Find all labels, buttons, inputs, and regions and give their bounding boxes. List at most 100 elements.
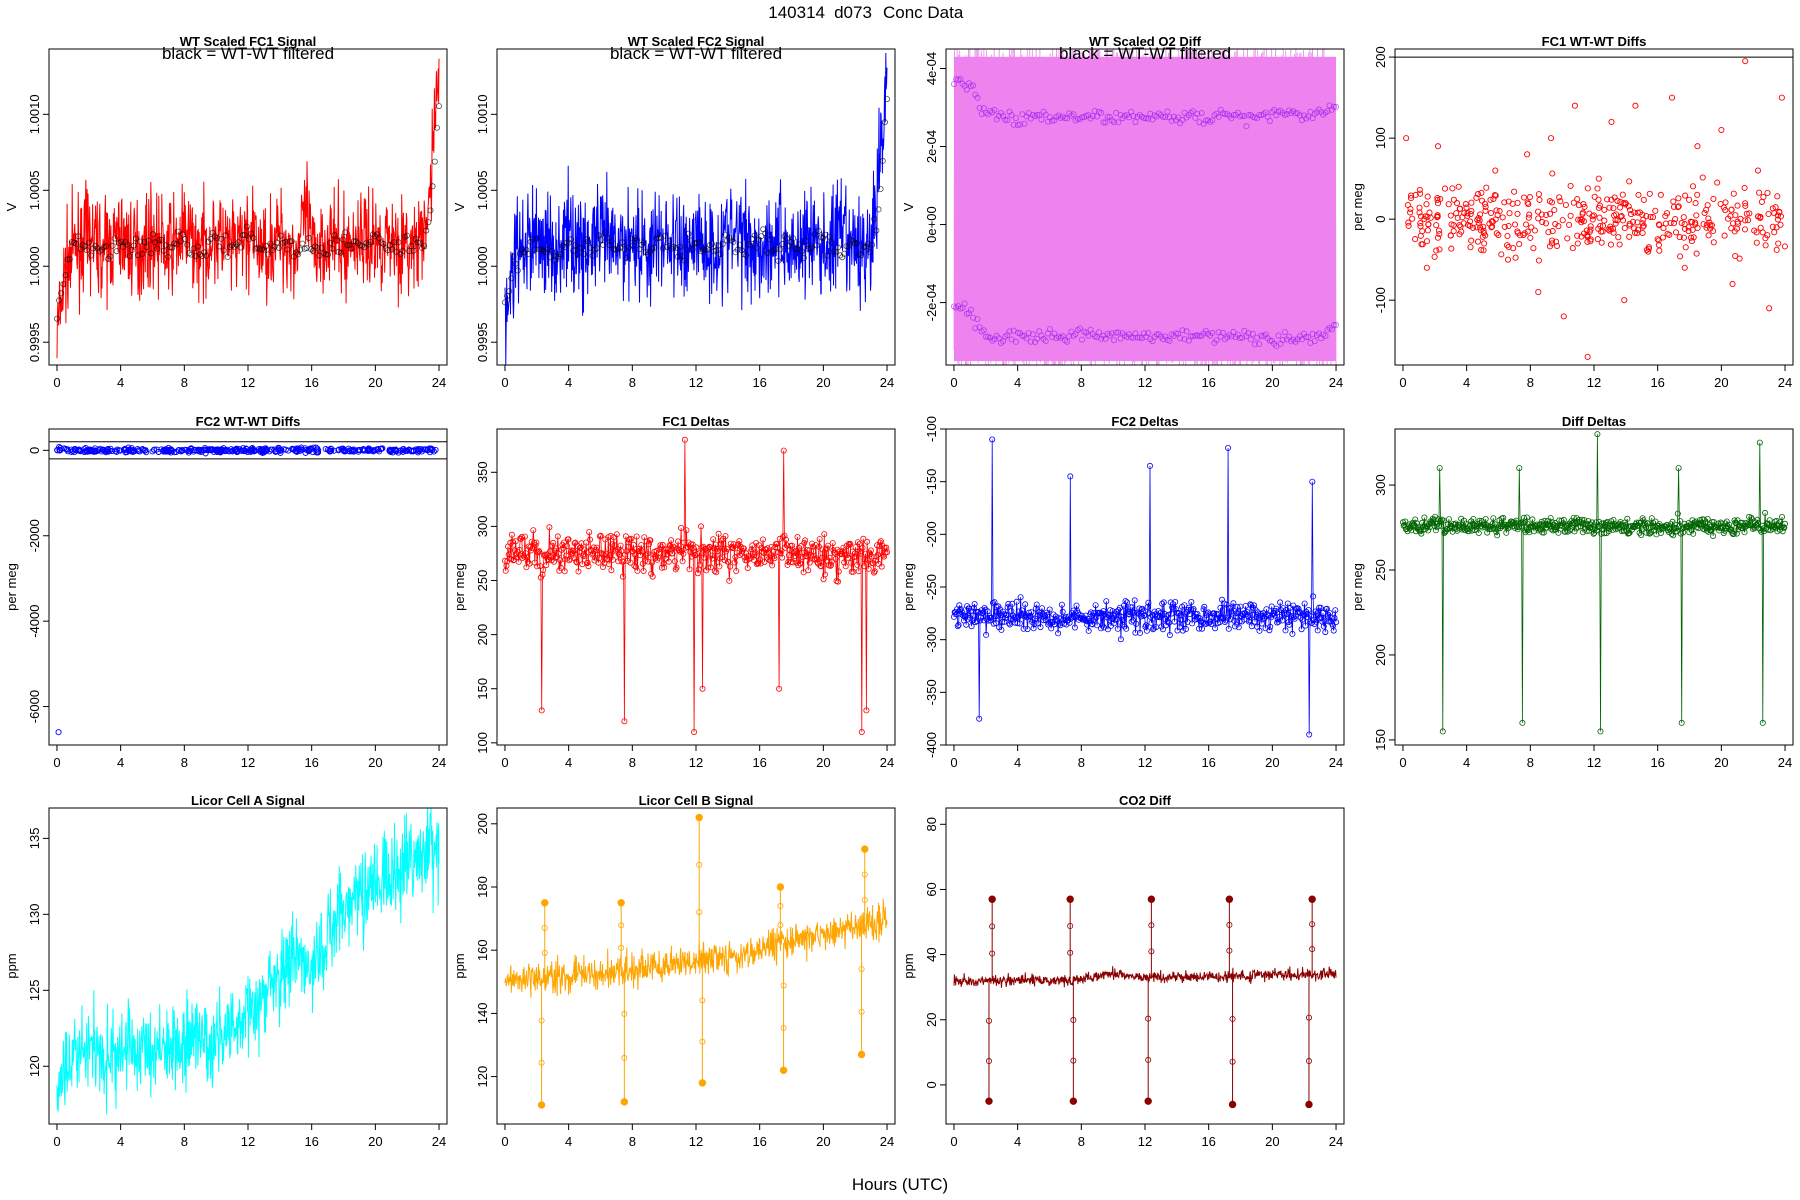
point bbox=[1695, 525, 1702, 532]
point bbox=[429, 183, 436, 190]
x-tick-label: 8 bbox=[629, 375, 636, 390]
point bbox=[798, 248, 805, 255]
point bbox=[1229, 1058, 1236, 1065]
point bbox=[435, 103, 442, 110]
point bbox=[1778, 523, 1785, 530]
point bbox=[1089, 621, 1096, 628]
y-axis-label: per meg bbox=[901, 563, 916, 611]
point bbox=[686, 566, 693, 573]
point bbox=[1678, 719, 1685, 726]
point bbox=[671, 558, 678, 565]
point bbox=[184, 241, 191, 248]
point bbox=[1553, 242, 1561, 250]
point bbox=[1593, 527, 1600, 534]
point bbox=[1190, 333, 1197, 340]
point bbox=[1504, 242, 1511, 249]
point bbox=[666, 237, 673, 244]
point bbox=[972, 91, 979, 98]
point bbox=[1617, 204, 1624, 211]
point bbox=[578, 244, 585, 251]
plot-frame bbox=[48, 428, 448, 746]
point bbox=[1521, 230, 1528, 237]
point bbox=[1570, 514, 1577, 521]
x-tick-label: 0 bbox=[1399, 375, 1406, 390]
point bbox=[1412, 191, 1419, 198]
x-tick-label: 24 bbox=[1329, 755, 1343, 770]
point bbox=[713, 569, 720, 576]
point bbox=[116, 447, 124, 454]
point bbox=[1514, 199, 1521, 206]
point bbox=[1551, 206, 1558, 214]
point bbox=[1328, 614, 1335, 621]
point bbox=[415, 445, 422, 453]
series-licor-b-0 bbox=[504, 898, 888, 998]
point bbox=[868, 547, 875, 554]
point bbox=[1759, 719, 1766, 726]
point bbox=[1333, 321, 1340, 328]
point bbox=[583, 560, 590, 567]
point bbox=[1187, 333, 1194, 340]
point bbox=[1635, 191, 1642, 198]
point bbox=[505, 551, 512, 558]
point bbox=[1548, 237, 1556, 244]
point bbox=[640, 568, 647, 575]
point bbox=[222, 232, 229, 239]
point bbox=[154, 245, 161, 252]
point bbox=[721, 557, 728, 564]
point bbox=[1594, 185, 1601, 192]
point bbox=[1067, 949, 1074, 956]
point bbox=[781, 532, 788, 539]
point bbox=[217, 448, 224, 455]
point bbox=[126, 253, 133, 260]
point bbox=[1057, 622, 1064, 629]
point bbox=[1705, 232, 1712, 239]
point bbox=[1042, 337, 1049, 344]
point bbox=[645, 251, 652, 258]
point bbox=[62, 272, 69, 279]
point bbox=[1143, 627, 1150, 634]
point bbox=[1766, 517, 1773, 524]
point bbox=[853, 553, 860, 560]
point bbox=[871, 569, 878, 576]
point bbox=[403, 232, 410, 239]
point bbox=[1438, 523, 1445, 530]
x-tick-label: 24 bbox=[880, 755, 894, 770]
point bbox=[1224, 614, 1231, 621]
y-axis-label: ppm bbox=[452, 953, 467, 978]
point bbox=[677, 243, 684, 250]
point bbox=[1574, 240, 1581, 247]
point bbox=[575, 568, 582, 575]
point bbox=[1555, 223, 1562, 230]
point bbox=[825, 542, 832, 549]
point bbox=[1085, 616, 1092, 623]
point bbox=[1481, 240, 1488, 247]
point bbox=[715, 530, 722, 537]
point bbox=[1083, 329, 1090, 336]
y-tick-label: 125 bbox=[27, 979, 42, 1001]
point bbox=[211, 233, 218, 240]
point bbox=[267, 240, 274, 247]
x-tick-label: 4 bbox=[565, 1134, 572, 1149]
point bbox=[305, 234, 312, 241]
point bbox=[1499, 214, 1506, 221]
x-tick-label: 12 bbox=[689, 1134, 703, 1149]
point bbox=[852, 544, 859, 551]
point bbox=[762, 230, 769, 237]
point bbox=[278, 232, 285, 239]
point bbox=[1587, 236, 1594, 243]
spike-point bbox=[779, 1066, 788, 1074]
point bbox=[1725, 215, 1732, 222]
point bbox=[297, 246, 304, 253]
point bbox=[1510, 519, 1517, 526]
point bbox=[744, 565, 751, 572]
point bbox=[1477, 224, 1484, 231]
point bbox=[1493, 230, 1500, 237]
series-fc1-deltas-0 bbox=[501, 436, 891, 736]
point bbox=[1127, 604, 1134, 611]
point bbox=[1668, 94, 1676, 101]
point bbox=[510, 253, 517, 260]
point bbox=[1105, 612, 1112, 619]
point bbox=[1015, 614, 1022, 621]
point bbox=[1102, 119, 1109, 126]
